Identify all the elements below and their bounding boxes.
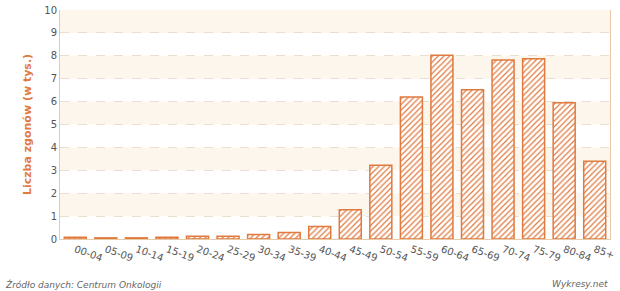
svg-text:65-69: 65-69 — [470, 243, 501, 263]
svg-text:40-44: 40-44 — [317, 243, 348, 263]
svg-text:35-39: 35-39 — [287, 243, 318, 263]
svg-text:Liczba zgonów (w tys.): Liczba zgonów (w tys.) — [21, 54, 34, 195]
svg-text:75-79: 75-79 — [531, 243, 562, 263]
svg-text:25-29: 25-29 — [226, 243, 257, 263]
svg-text:Wykresy.net: Wykresy.net — [552, 279, 608, 289]
svg-text:10-14: 10-14 — [134, 243, 165, 263]
svg-text:50-54: 50-54 — [378, 243, 409, 263]
svg-text:0: 0 — [51, 234, 57, 245]
svg-text:1: 1 — [51, 211, 57, 222]
svg-text:30-34: 30-34 — [256, 243, 287, 263]
svg-text:7: 7 — [51, 73, 57, 84]
svg-text:5: 5 — [51, 119, 57, 130]
svg-text:70-74: 70-74 — [501, 243, 532, 263]
svg-text:15-19: 15-19 — [165, 243, 196, 263]
svg-text:Źródło danych: Centrum Onkolog: Źródło danych: Centrum Onkologii — [5, 279, 162, 290]
svg-text:55-59: 55-59 — [409, 243, 440, 263]
svg-text:85+: 85+ — [592, 243, 616, 261]
svg-text:00-04: 00-04 — [73, 243, 104, 263]
svg-text:60-64: 60-64 — [440, 243, 471, 263]
svg-text:4: 4 — [51, 142, 57, 153]
svg-text:20-24: 20-24 — [195, 243, 226, 263]
svg-text:2: 2 — [51, 188, 57, 199]
svg-text:8: 8 — [51, 50, 57, 61]
svg-text:45-49: 45-49 — [348, 243, 379, 263]
svg-text:6: 6 — [51, 96, 57, 107]
svg-text:10: 10 — [44, 5, 57, 16]
svg-text:80-84: 80-84 — [562, 243, 593, 263]
svg-text:05-09: 05-09 — [103, 243, 134, 263]
svg-text:9: 9 — [51, 27, 57, 38]
svg-text:3: 3 — [51, 165, 57, 176]
